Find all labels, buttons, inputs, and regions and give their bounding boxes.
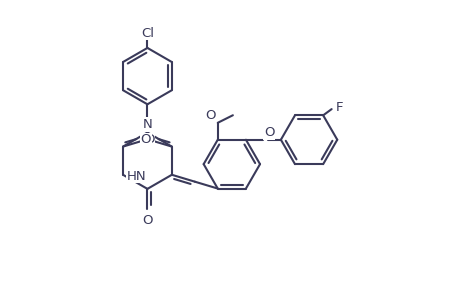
Text: O: O <box>144 133 154 147</box>
Text: O: O <box>205 109 215 122</box>
Text: N: N <box>142 118 152 131</box>
Text: O: O <box>142 214 152 227</box>
Text: O: O <box>140 133 150 147</box>
Text: Cl: Cl <box>141 27 154 40</box>
Text: F: F <box>335 101 343 114</box>
Text: O: O <box>263 126 274 139</box>
Text: HN: HN <box>126 170 146 183</box>
